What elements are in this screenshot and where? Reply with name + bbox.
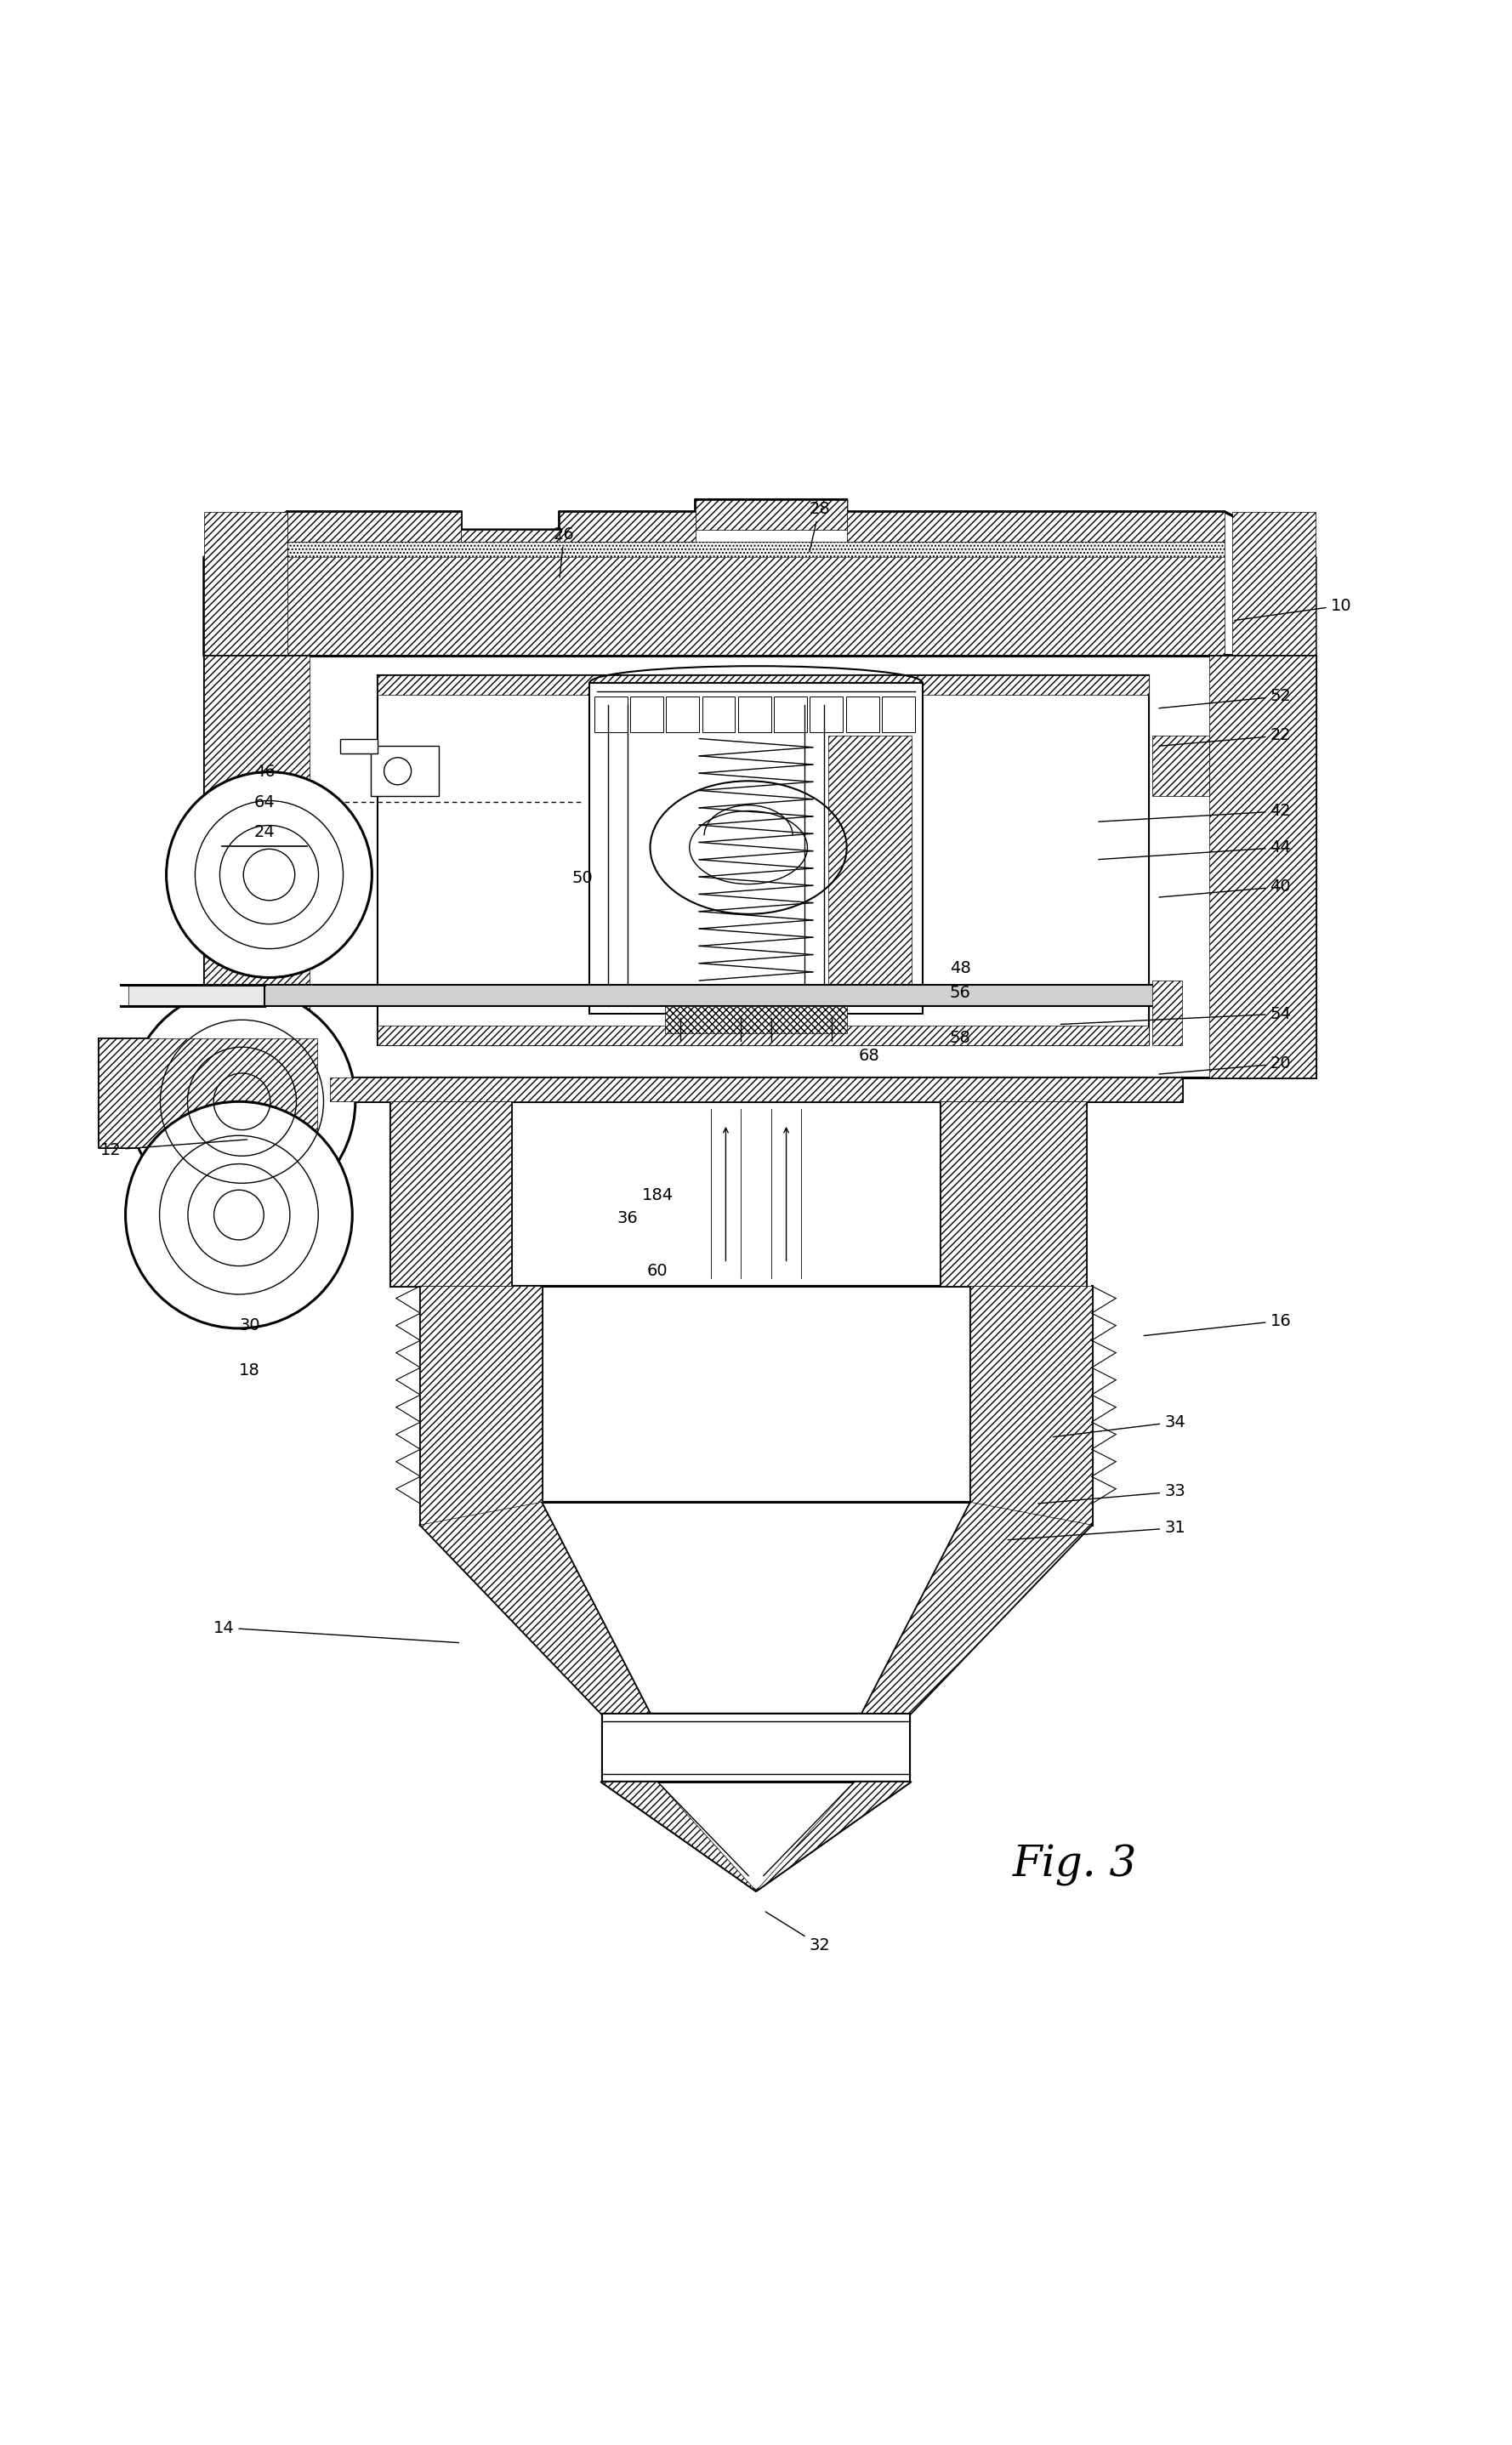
Text: 56: 56 [950,985,971,1000]
Text: Fig. 3: Fig. 3 [1013,1844,1137,1885]
Bar [378,675,1149,694]
Polygon shape [602,1782,756,1890]
Text: 14: 14 [213,1619,458,1643]
Polygon shape [420,1501,650,1714]
Bar [665,1007,847,1034]
Text: 26: 26 [553,526,575,577]
Polygon shape [511,1103,940,1286]
Text: 31: 31 [1009,1521,1185,1540]
Bar [1152,736,1210,797]
Bar [702,697,735,733]
Bar [845,697,878,733]
Text: 18: 18 [239,1362,260,1379]
Polygon shape [862,1501,1092,1714]
Text: 42: 42 [1099,802,1291,822]
Text: 48: 48 [950,961,971,976]
Text: 184: 184 [643,1188,673,1203]
Bar [631,697,664,733]
Text: 36: 36 [617,1210,638,1225]
Bar [204,511,287,655]
Bar [1232,511,1315,655]
Text: 44: 44 [1099,839,1291,861]
Text: 22: 22 [1160,729,1291,746]
Text: 28: 28 [809,501,830,553]
Text: 54: 54 [1061,1005,1291,1024]
Bar [696,499,847,531]
Bar [594,697,627,733]
Text: 50: 50 [572,870,593,885]
Bar [881,697,915,733]
Text: 68: 68 [859,1049,880,1064]
Text: 16: 16 [1145,1313,1291,1335]
Text: 52: 52 [1160,687,1291,709]
Polygon shape [378,675,1149,1046]
Text: 46: 46 [254,763,275,780]
Text: 10: 10 [1235,597,1352,621]
Text: 58: 58 [950,1029,971,1046]
Text: 34: 34 [1054,1413,1185,1438]
Bar [287,543,1225,655]
Bar [378,1027,1149,1046]
Bar [667,697,699,733]
Bar [738,697,771,733]
Polygon shape [590,682,922,1015]
Text: 20: 20 [1160,1056,1291,1073]
Bar [774,697,807,733]
Bar [330,1078,1182,1103]
Circle shape [166,773,372,978]
Text: 30: 30 [239,1318,260,1333]
Bar [1210,655,1315,1078]
Polygon shape [420,1286,541,1526]
Text: 64: 64 [254,795,275,809]
Polygon shape [756,1782,910,1890]
Polygon shape [204,499,1315,655]
Polygon shape [971,1286,1092,1526]
Bar [847,511,1225,543]
Polygon shape [340,738,378,753]
Bar [810,697,844,733]
Bar [129,985,265,1007]
Text: 33: 33 [1039,1484,1185,1504]
Polygon shape [602,1714,910,1782]
Bar [1152,980,1182,1046]
Text: 32: 32 [765,1912,830,1954]
Text: 24: 24 [254,824,275,841]
Text: 60: 60 [647,1262,668,1279]
Bar [461,531,559,550]
Bar [287,511,461,543]
Text: 12: 12 [100,1139,246,1159]
Text: 40: 40 [1160,878,1291,897]
Polygon shape [390,1103,511,1286]
Circle shape [125,1103,352,1328]
Polygon shape [370,746,438,797]
Polygon shape [940,1103,1086,1286]
Polygon shape [98,1039,318,1147]
Polygon shape [204,655,1315,1078]
Polygon shape [265,985,1157,1007]
Bar [829,736,912,1007]
Bar [287,557,1225,655]
Bar [204,655,310,1078]
Polygon shape [541,1501,971,1714]
Polygon shape [541,1286,971,1526]
Bar [559,511,696,543]
Circle shape [129,988,355,1215]
Polygon shape [602,1782,910,1890]
